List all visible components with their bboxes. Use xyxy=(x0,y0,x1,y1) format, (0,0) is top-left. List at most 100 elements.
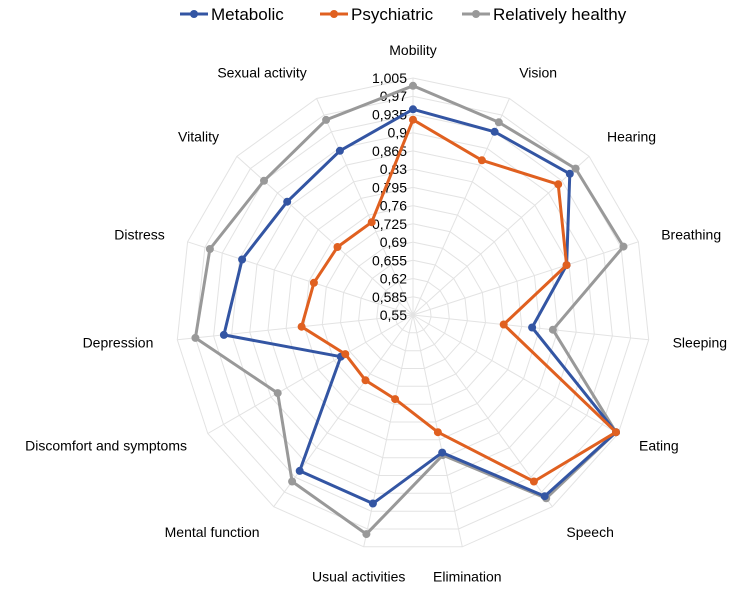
data-point xyxy=(571,164,580,173)
series-line xyxy=(193,84,625,536)
data-point xyxy=(335,146,344,155)
data-point xyxy=(409,115,417,124)
series-layer xyxy=(191,81,628,539)
data-point xyxy=(205,245,214,253)
data-point xyxy=(438,448,447,457)
grid-spoke xyxy=(273,314,414,507)
legend-swatch-marker xyxy=(330,10,338,18)
tick-label: 1,005 xyxy=(372,70,407,86)
tick-label: 0,585 xyxy=(372,289,407,305)
data-point xyxy=(562,261,571,270)
grid-ring xyxy=(285,186,541,441)
axis-labels: Mobility Vision Hearing Breathing Sleeping Ea… xyxy=(25,42,727,584)
tick-label: 0,55 xyxy=(380,307,407,323)
axis-label: Hearing xyxy=(607,128,656,144)
data-point xyxy=(273,389,282,398)
data-point xyxy=(494,118,503,127)
data-point xyxy=(529,477,538,486)
axis-label: Usual activities xyxy=(312,568,405,584)
data-point xyxy=(368,499,377,508)
data-point xyxy=(528,323,537,332)
data-point xyxy=(219,330,228,339)
data-point xyxy=(477,156,486,165)
tick-label: 0,69 xyxy=(380,234,407,250)
series-line xyxy=(222,107,618,505)
grid-spoke xyxy=(363,314,414,547)
grid-ring xyxy=(358,259,468,369)
data-point xyxy=(295,466,304,475)
axis-label: Vitality xyxy=(178,128,219,144)
axis-label: Eating xyxy=(639,438,679,454)
axis-label: Elimination xyxy=(433,568,501,584)
axis-label: Discomfort and symptoms xyxy=(25,438,187,454)
data-point xyxy=(283,197,292,206)
grid-ring xyxy=(267,168,559,459)
axis-label: Speech xyxy=(566,524,613,540)
data-point xyxy=(391,395,400,404)
legend-item: Relatively healthy xyxy=(462,5,627,24)
legend-swatch-marker xyxy=(190,10,198,18)
axis-label: Depression xyxy=(83,334,154,350)
grid-ring xyxy=(376,277,450,352)
data-point xyxy=(490,127,499,136)
data-point xyxy=(288,477,297,486)
data-point xyxy=(433,428,442,437)
legend-swatch-marker xyxy=(472,10,480,18)
data-point xyxy=(612,428,620,437)
data-point xyxy=(238,255,247,264)
grid-spoke xyxy=(412,241,639,316)
data-point xyxy=(499,320,508,329)
radial-tick-labels: 1,0050,970,9350,90,8650,830,7950,760,725… xyxy=(372,70,407,323)
grid-ring xyxy=(176,77,650,548)
data-point xyxy=(333,243,342,251)
tick-label: 0,76 xyxy=(380,198,407,214)
grid-spoke xyxy=(412,314,619,434)
legend-label: Metabolic xyxy=(211,5,284,24)
data-point xyxy=(540,492,549,501)
data-point xyxy=(309,278,318,287)
data-point xyxy=(297,322,306,331)
legend: Metabolic Psychiatric Relatively healthy xyxy=(180,5,627,24)
data-point xyxy=(341,350,350,359)
axis-label: Sexual activity xyxy=(217,65,306,81)
grid-ring xyxy=(303,205,523,423)
data-point xyxy=(548,325,557,334)
data-point xyxy=(619,242,628,251)
grid-ring xyxy=(321,223,505,405)
tick-label: 0,62 xyxy=(380,271,407,287)
data-point xyxy=(367,218,376,227)
legend-label: Psychiatric xyxy=(351,5,434,24)
tick-label: 0,9 xyxy=(388,125,408,141)
data-point xyxy=(409,81,417,90)
data-point xyxy=(362,530,371,539)
axis-label: Vision xyxy=(519,65,557,81)
data-point xyxy=(409,105,417,114)
legend-item: Psychiatric xyxy=(320,5,434,24)
series-psychiatric xyxy=(297,115,620,486)
axis-label: Distress xyxy=(114,226,165,242)
grid-spoke xyxy=(177,314,414,341)
grid-spoke xyxy=(412,314,553,507)
data-point xyxy=(361,376,370,385)
axis-label: Mobility xyxy=(389,42,436,58)
data-point xyxy=(322,115,331,124)
radar-grid xyxy=(176,77,650,548)
tick-label: 0,655 xyxy=(372,252,407,268)
grid-spoke xyxy=(187,241,414,316)
series-metabolic xyxy=(219,105,620,508)
grid-ring xyxy=(213,113,613,512)
axis-label: Sleeping xyxy=(673,334,728,350)
data-point xyxy=(191,333,200,342)
legend-label: Relatively healthy xyxy=(493,5,627,24)
legend-item: Metabolic xyxy=(180,5,284,24)
grid-ring xyxy=(394,296,432,334)
tick-label: 0,725 xyxy=(372,216,407,232)
tick-label: 0,795 xyxy=(372,179,407,195)
grid-spoke xyxy=(316,98,414,316)
series-line xyxy=(300,118,618,483)
axis-label: Mental function xyxy=(165,524,260,540)
data-point xyxy=(565,169,574,178)
data-point xyxy=(260,176,268,185)
data-point xyxy=(554,180,563,189)
axis-label: Breathing xyxy=(661,226,721,242)
